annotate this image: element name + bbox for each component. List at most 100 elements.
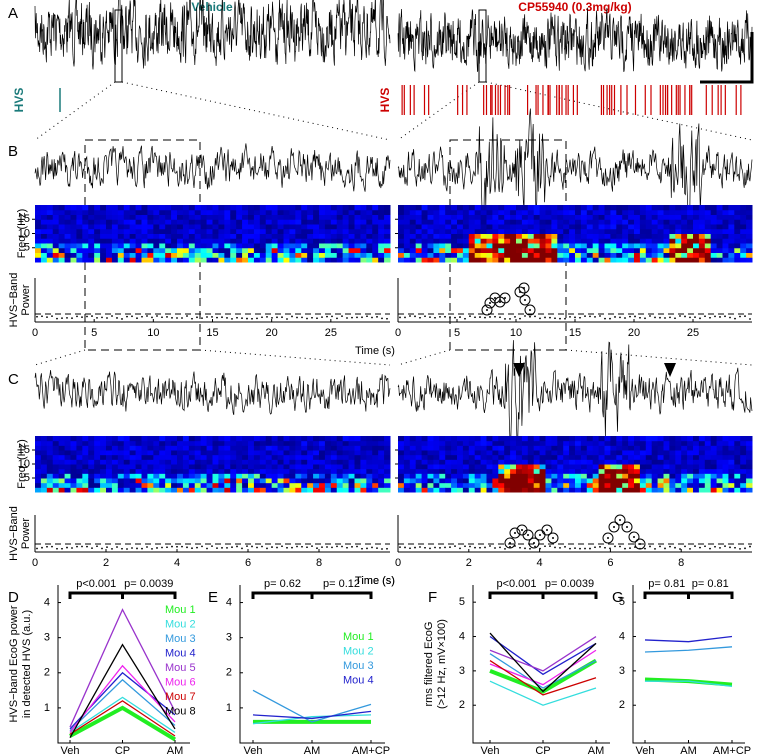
spectrogram-cell — [289, 455, 295, 460]
spectrogram-cell — [378, 253, 384, 258]
spectrogram-cell — [165, 234, 171, 239]
spectrogram-cell — [658, 257, 664, 262]
spectrogram-cell — [540, 464, 546, 469]
spectrogram-cell — [439, 469, 445, 474]
spectrogram-cell — [675, 459, 681, 464]
series-line — [490, 637, 596, 671]
spectrogram-cell — [581, 473, 587, 478]
power-point — [286, 547, 288, 549]
eeg-trace — [35, 143, 390, 191]
spectrogram-cell — [428, 455, 434, 460]
spectrogram-cell — [492, 248, 498, 253]
power-point — [529, 548, 531, 550]
spectrogram-cell — [372, 473, 378, 478]
spectrogram-cell — [528, 243, 534, 248]
spectrogram-cell — [693, 455, 699, 460]
spectrogram-cell — [428, 219, 434, 224]
spectrogram-cell — [469, 210, 475, 215]
spectrogram-cell — [640, 455, 646, 460]
spectrogram-cell — [147, 487, 153, 492]
spectrogram-cell — [82, 215, 88, 220]
spectrogram-cell — [224, 455, 230, 460]
spectrogram-cell — [622, 215, 628, 220]
spectrogram-cell — [124, 478, 130, 483]
spectrogram-cell — [165, 243, 171, 248]
power-point — [301, 316, 303, 318]
spectrogram-cell — [213, 445, 219, 450]
spectrogram-cell — [457, 483, 463, 488]
spectrogram-cell — [319, 436, 325, 441]
spectrogram-cell — [278, 445, 284, 450]
spectrogram-cell — [35, 436, 41, 441]
spectrogram-cell — [307, 441, 313, 446]
spectrogram-cell — [581, 253, 587, 258]
spectrogram-cell — [100, 229, 106, 234]
spectrogram-cell — [734, 478, 740, 483]
spectrogram-cell — [622, 234, 628, 239]
spectrogram-cell — [207, 219, 213, 224]
spectrogram-cell — [516, 219, 522, 224]
spectrogram-cell — [242, 234, 248, 239]
x-tick-label: 20 — [628, 327, 640, 339]
spectrogram-cell — [634, 224, 640, 229]
spectrogram-cell — [528, 248, 534, 253]
spectrogram-cell — [475, 229, 481, 234]
spectrogram-cell — [325, 219, 331, 224]
spectrogram-cell — [433, 210, 439, 215]
spectrogram-cell — [711, 257, 717, 262]
spectrogram-cell — [35, 445, 41, 450]
spectrogram-cell — [266, 253, 272, 258]
power-point — [624, 548, 626, 550]
spectrogram-cell — [445, 464, 451, 469]
spectrogram-cell — [599, 253, 605, 258]
spectrogram-cell — [475, 238, 481, 243]
spectrogram-cell — [439, 464, 445, 469]
spectrogram-cell — [183, 229, 189, 234]
power-point — [231, 318, 233, 320]
spectrogram-cell — [422, 219, 428, 224]
spectrogram-cell — [687, 436, 693, 441]
spectrogram-cell — [628, 253, 634, 258]
spectrogram-cell — [746, 487, 752, 492]
spectrogram-cell — [260, 441, 266, 446]
spectrogram-cell — [201, 483, 207, 488]
spectrogram-cell — [610, 445, 616, 450]
power-point — [409, 547, 411, 549]
spectrogram-cell — [165, 219, 171, 224]
spectrogram-cell — [504, 473, 510, 478]
spectrogram-cell — [366, 253, 372, 258]
spectrogram-cell — [646, 210, 652, 215]
spectrogram-cell — [100, 224, 106, 229]
spectrogram-cell — [451, 234, 457, 239]
spectrogram-cell — [236, 450, 242, 455]
spectrogram-cell — [325, 238, 331, 243]
spectrogram-cell — [289, 436, 295, 441]
x-tick-label: Veh — [244, 745, 263, 755]
spectrogram-cell — [65, 210, 71, 215]
spectrogram-cell — [599, 229, 605, 234]
spectrogram-cell — [457, 441, 463, 446]
spectrogram-cell — [236, 436, 242, 441]
spectrogram-cell — [652, 210, 658, 215]
spectrogram-cell — [687, 450, 693, 455]
spectrogram-cell — [307, 205, 313, 210]
spectrogram-cell — [76, 234, 82, 239]
spectrogram-cell — [325, 248, 331, 253]
power-point — [66, 317, 68, 319]
spectrogram-cell — [398, 441, 404, 446]
power-point — [51, 546, 53, 548]
spectrogram-cell — [475, 445, 481, 450]
spectrogram-cell — [355, 238, 361, 243]
spectrogram-cell — [587, 455, 593, 460]
spectrogram-cell — [587, 238, 593, 243]
power-point — [679, 315, 681, 317]
power-point — [494, 547, 496, 549]
spectrogram-cell — [416, 215, 422, 220]
spectrogram-cell — [569, 441, 575, 446]
spectrogram-cell — [76, 257, 82, 262]
spectrogram-cell — [254, 469, 260, 474]
spectrogram-cell — [646, 464, 652, 469]
spectrogram-cell — [284, 257, 290, 262]
spectrogram-cell — [201, 487, 207, 492]
spectrogram-cell — [605, 229, 611, 234]
